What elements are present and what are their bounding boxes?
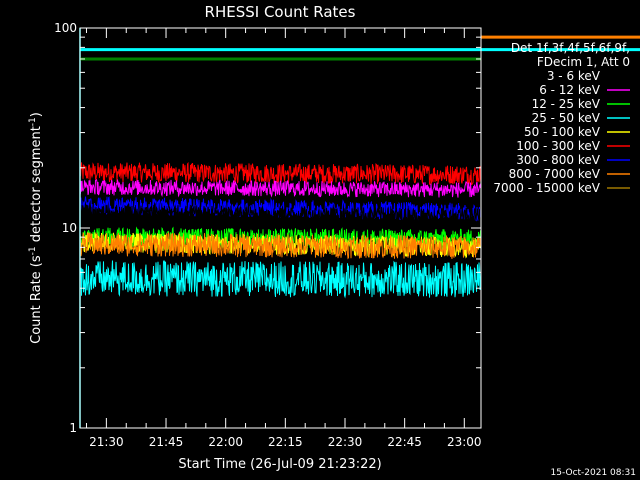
x-tick-label-3: 22:15 (268, 435, 303, 449)
x-tick-label-0: 21:30 (89, 435, 124, 449)
legend-entry-label-2: 12 - 25 keV (532, 97, 601, 111)
legend: Det 1f,3f,4f,5f,6f,9f, FDecim 1, Att 0 3… (493, 41, 630, 195)
legend-header-line2: FDecim 1, Att 0 (537, 55, 630, 69)
x-tick-label-4: 22:30 (328, 435, 363, 449)
legend-entry-label-3: 25 - 50 keV (532, 111, 601, 125)
chart-title: RHESSI Count Rates (205, 3, 356, 21)
legend-entry-label-7: 800 - 7000 keV (509, 167, 601, 181)
footer-timestamp: 15-Oct-2021 08:31 (551, 468, 636, 478)
legend-entry-label-8: 7000 - 15000 keV (493, 181, 600, 195)
legend-header-line1: Det 1f,3f,4f,5f,6f,9f, (511, 41, 630, 55)
axes-group: 21:30 21:45 22:00 22:15 22:30 22:45 23:00 1 10 10… (54, 21, 481, 449)
x-tick-label-6: 23:00 (447, 435, 482, 449)
y-tick-label-1: 10 (62, 221, 77, 235)
y-tick-label-2: 100 (54, 21, 77, 35)
x-tick-label-5: 22:45 (387, 435, 422, 449)
legend-entry-label-5: 100 - 300 keV (516, 139, 600, 153)
legend-entry-label-4: 50 - 100 keV (524, 125, 601, 139)
legend-entry-label-0: 3 - 6 keV (547, 69, 601, 83)
x-tick-label-1: 21:45 (149, 435, 184, 449)
y-tick-label-0: 1 (69, 421, 77, 435)
x-axis-label: Start Time (26-Jul-09 21:23:22) (178, 457, 381, 472)
legend-entry-label-1: 6 - 12 keV (539, 83, 601, 97)
y-axis-label: Count Rate (s-1 detector segment-1) (28, 112, 44, 344)
legend-entry-label-6: 300 - 800 keV (516, 153, 600, 167)
x-tick-label-2: 22:00 (208, 435, 243, 449)
